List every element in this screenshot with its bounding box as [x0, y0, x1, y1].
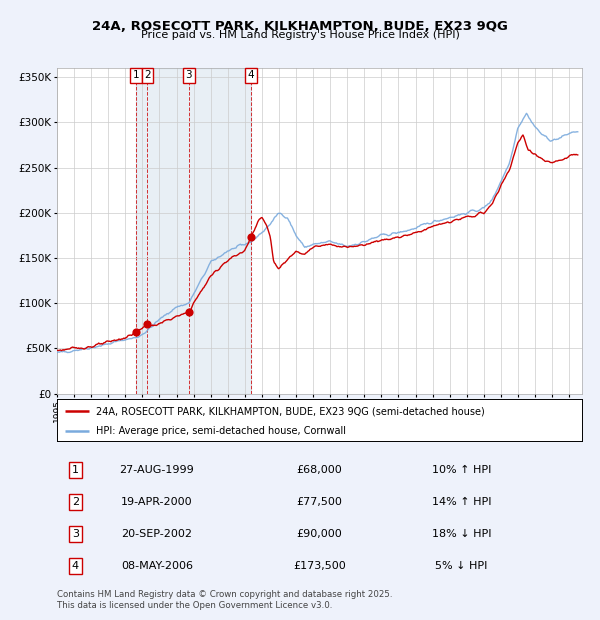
Text: 27-AUG-1999: 27-AUG-1999: [119, 465, 194, 475]
Text: HPI: Average price, semi-detached house, Cornwall: HPI: Average price, semi-detached house,…: [97, 426, 346, 436]
Text: 24A, ROSECOTT PARK, KILKHAMPTON, BUDE, EX23 9QG: 24A, ROSECOTT PARK, KILKHAMPTON, BUDE, E…: [92, 20, 508, 33]
Text: 2: 2: [144, 71, 151, 81]
Text: 1: 1: [133, 71, 140, 81]
Text: 1: 1: [72, 465, 79, 475]
Text: £90,000: £90,000: [296, 529, 343, 539]
Text: 14% ↑ HPI: 14% ↑ HPI: [431, 497, 491, 507]
Text: 4: 4: [247, 71, 254, 81]
Point: [246, 232, 256, 242]
Text: 10% ↑ HPI: 10% ↑ HPI: [431, 465, 491, 475]
Text: Price paid vs. HM Land Registry's House Price Index (HPI): Price paid vs. HM Land Registry's House …: [140, 30, 460, 40]
Text: 4: 4: [72, 561, 79, 572]
Text: £173,500: £173,500: [293, 561, 346, 572]
Text: 3: 3: [185, 71, 192, 81]
Text: 2: 2: [72, 497, 79, 507]
Text: 08-MAY-2006: 08-MAY-2006: [121, 561, 193, 572]
Point: [131, 327, 141, 337]
Text: £68,000: £68,000: [296, 465, 343, 475]
Point: [143, 319, 152, 329]
Text: £77,500: £77,500: [296, 497, 343, 507]
Text: 19-APR-2000: 19-APR-2000: [121, 497, 193, 507]
Point: [184, 308, 194, 317]
Text: Contains HM Land Registry data © Crown copyright and database right 2025.
This d: Contains HM Land Registry data © Crown c…: [57, 590, 392, 609]
Text: 24A, ROSECOTT PARK, KILKHAMPTON, BUDE, EX23 9QG (semi-detached house): 24A, ROSECOTT PARK, KILKHAMPTON, BUDE, E…: [97, 406, 485, 416]
Bar: [136, 68, 251, 394]
Text: 3: 3: [72, 529, 79, 539]
Text: 5% ↓ HPI: 5% ↓ HPI: [435, 561, 487, 572]
Text: 20-SEP-2002: 20-SEP-2002: [121, 529, 192, 539]
Text: 18% ↓ HPI: 18% ↓ HPI: [431, 529, 491, 539]
